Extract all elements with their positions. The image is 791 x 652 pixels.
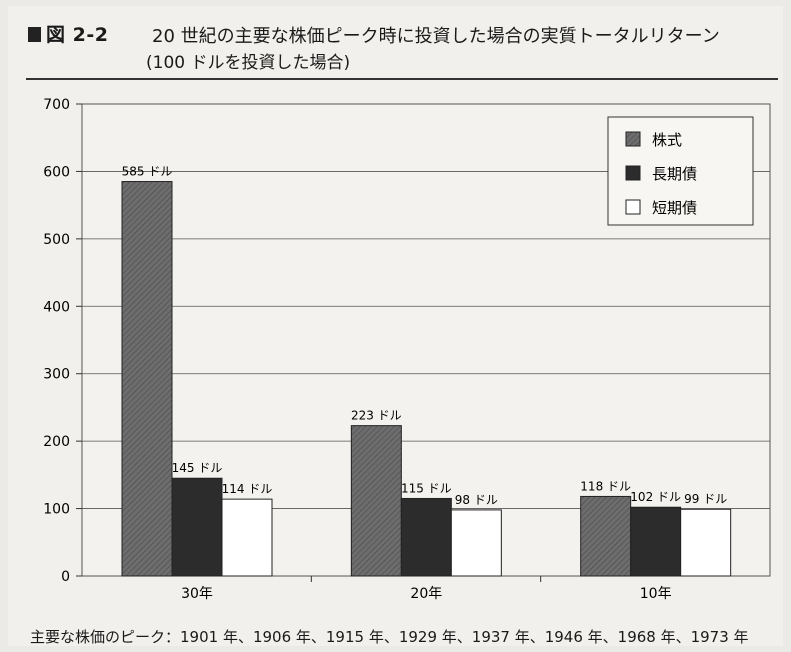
bar-value-label: 585 ドル	[122, 165, 173, 179]
bar-value-label: 115 ドル	[401, 481, 452, 495]
x-tick-label: 20年	[410, 586, 442, 602]
bar-value-label: 114 ドル	[222, 482, 273, 496]
bar	[630, 506, 682, 577]
figure-label: 図 2-2	[28, 20, 108, 47]
figure-number: 図 2-2	[46, 24, 109, 46]
bar	[580, 495, 632, 577]
bar	[171, 477, 223, 577]
figure-title: 20 世紀の主要な株価ピーク時に投資した場合の実質トータルリターン	[152, 26, 720, 47]
bar-value-label: 102 ドル	[630, 490, 681, 504]
footnote: 主要な株価のピーク：1901 年、1906 年、1915 年、1929 年、19…	[30, 628, 749, 646]
header-rule	[26, 78, 778, 80]
figure-subtitle: (100 ドルを投資した場合)	[146, 53, 351, 73]
bar	[680, 508, 732, 577]
y-tick-label: 100	[43, 502, 70, 518]
y-tick-label: 300	[43, 367, 70, 383]
bar	[450, 509, 502, 577]
bar	[400, 497, 452, 577]
bar	[221, 498, 273, 577]
y-tick-label: 500	[43, 232, 70, 248]
bar	[121, 181, 173, 577]
x-tick-label: 30年	[181, 586, 213, 602]
legend-label: 短期債	[652, 199, 697, 217]
legend-swatch	[625, 131, 641, 147]
y-tick-label: 0	[61, 569, 70, 585]
bar-value-label: 98 ドル	[455, 493, 498, 507]
x-tick-label: 10年	[640, 586, 672, 602]
bar-value-label: 118 ドル	[580, 479, 631, 493]
bar-value-label: 145 ドル	[172, 461, 223, 475]
bar-value-label: 223 ドル	[351, 409, 402, 423]
y-tick-label: 200	[43, 434, 70, 450]
legend-swatch	[625, 165, 641, 181]
square-bullet-icon	[28, 27, 41, 42]
bar-value-label: 99 ドル	[684, 492, 727, 506]
legend-label: 株式	[652, 131, 682, 149]
y-tick-label: 600	[43, 164, 70, 180]
y-tick-label: 700	[43, 97, 70, 113]
legend-swatch	[625, 199, 641, 215]
legend-label: 長期債	[652, 165, 697, 183]
bar	[350, 425, 402, 577]
y-tick-label: 400	[43, 299, 70, 315]
